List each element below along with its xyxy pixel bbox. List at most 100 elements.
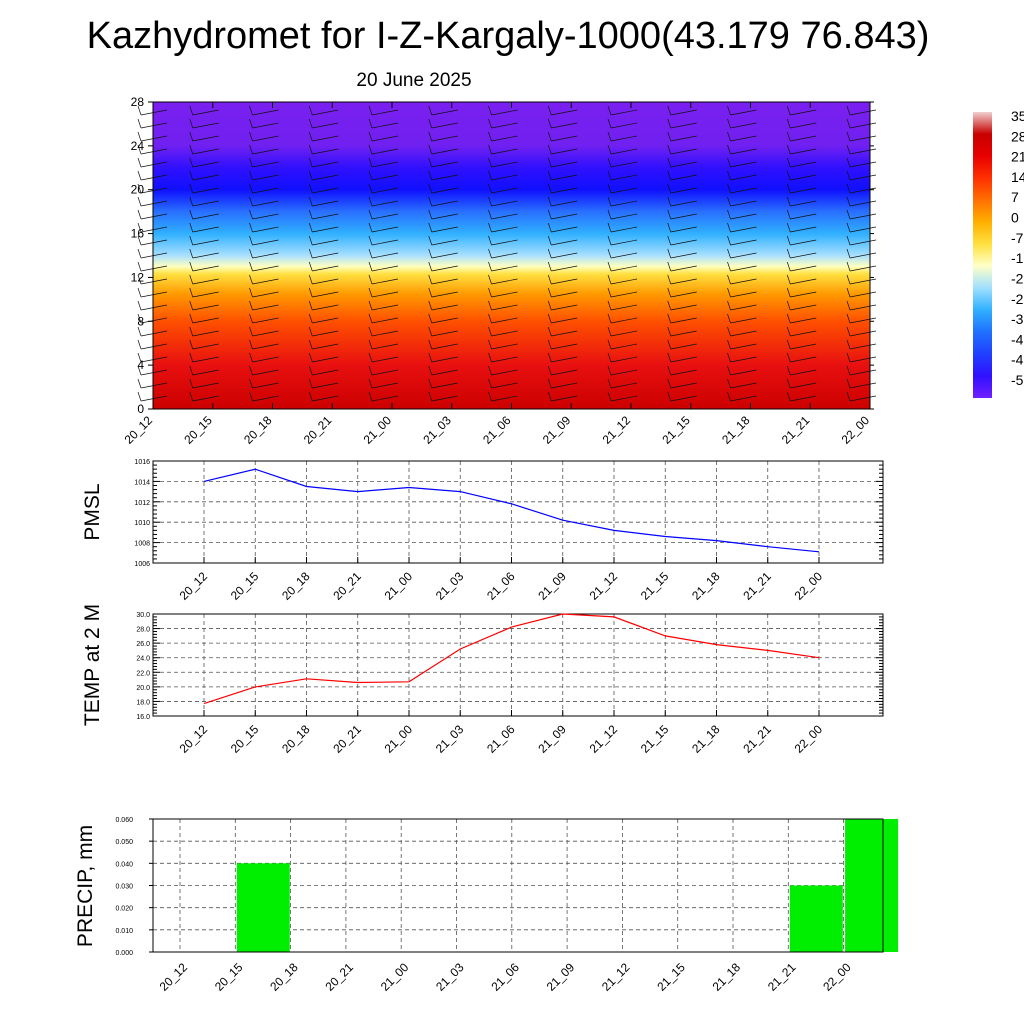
- wind-barb-feather: [786, 378, 791, 389]
- wind-barb-feather: [488, 222, 492, 233]
- wind-barb-feather: [428, 144, 433, 155]
- wind-barb: [491, 213, 518, 220]
- wind-barb-feather: [727, 144, 731, 155]
- wind-barb: [431, 239, 458, 246]
- wind-barb-feather: [249, 378, 253, 389]
- wind-barb: [312, 200, 339, 207]
- wind-barb: [371, 148, 399, 155]
- wind-barb: [312, 304, 339, 311]
- wind-barb: [790, 161, 817, 168]
- wind-barb-feather: [308, 170, 313, 181]
- wind-barb: [491, 109, 518, 116]
- wind-barb-feather: [786, 144, 791, 155]
- y-tick-label: 16.0: [136, 714, 150, 721]
- wind-barb-feather: [607, 274, 612, 285]
- wind-barb: [431, 330, 458, 337]
- wind-barb: [431, 174, 458, 181]
- wind-barb: [252, 356, 279, 363]
- wind-barb: [790, 226, 817, 233]
- wind-barb-feather: [428, 274, 433, 285]
- wind-barb-feather: [488, 261, 492, 272]
- wind-barb: [252, 265, 279, 272]
- wind-barb-feather: [368, 144, 373, 155]
- wind-barb-feather: [249, 209, 253, 220]
- wind-barb-feather: [607, 118, 612, 129]
- wind-barb: [192, 291, 219, 298]
- wind-barb-feather: [308, 391, 313, 402]
- wind-barb-feather: [189, 118, 194, 129]
- precip-bars: [236, 819, 899, 952]
- y-tick-label: 28.0: [136, 627, 150, 634]
- wind-barb: [312, 278, 339, 285]
- wind-barb-feather: [189, 235, 194, 246]
- wind-barb-feather: [547, 287, 552, 298]
- x-tick-label: 21_03: [420, 413, 454, 447]
- wind-barb: [371, 369, 399, 376]
- wind-barb-feather: [667, 196, 672, 207]
- wind-barb-feather: [607, 248, 612, 259]
- wind-barb: [790, 200, 817, 207]
- wind-barb-feather: [308, 339, 313, 350]
- wind-barb: [790, 317, 817, 324]
- wind-barb-feather: [308, 157, 313, 168]
- y-tick-label: 8: [137, 314, 144, 328]
- precip-bar: [789, 885, 843, 952]
- x-tick-label: 20_12: [177, 569, 211, 603]
- wind-barb: [491, 239, 518, 246]
- wind-barb: [551, 187, 578, 194]
- wind-barb-feather: [547, 222, 552, 233]
- x-tick-label: 21_15: [638, 569, 672, 603]
- x-tick-label: 20_12: [177, 722, 211, 756]
- wind-barb: [252, 291, 279, 298]
- wind-barb: [192, 317, 219, 324]
- x-tick-label: 20_12: [157, 960, 191, 994]
- wind-barb-feather: [137, 261, 142, 272]
- wind-barb: [610, 226, 638, 233]
- wind-barb: [730, 174, 757, 181]
- wind-barb-feather: [488, 157, 492, 168]
- wind-barb-feather: [189, 352, 194, 363]
- wind-barb: [849, 200, 877, 207]
- wind-barb-feather: [786, 105, 791, 116]
- wind-barb-feather: [488, 300, 492, 311]
- wind-barb-feather: [488, 118, 492, 129]
- chart-title: Kazhydromet for I-Z-Kargaly-1000(43.179 …: [87, 15, 930, 57]
- wind-barb-feather: [607, 391, 612, 402]
- wind-barb: [670, 317, 697, 324]
- wind-barb: [610, 135, 638, 142]
- wind-barb: [849, 317, 877, 324]
- wind-barb: [192, 343, 219, 350]
- wind-barb-feather: [137, 209, 142, 220]
- wind-barb: [431, 200, 458, 207]
- wind-barb-feather: [607, 365, 612, 376]
- wind-barb-feather: [667, 183, 672, 194]
- x-tick-label: 21_09: [540, 413, 574, 447]
- y-tick-label: 0.050: [115, 839, 133, 846]
- y-tick-label: 1012: [134, 500, 150, 507]
- wind-barb: [140, 200, 168, 207]
- wind-barb-feather: [488, 313, 492, 324]
- wind-barb-feather: [547, 365, 552, 376]
- y-tick-label: 0.040: [115, 861, 133, 868]
- wind-barb-feather: [249, 235, 253, 246]
- wind-barb-feather: [249, 131, 253, 142]
- wind-barb: [140, 291, 168, 298]
- wind-barb-feather: [667, 287, 672, 298]
- wind-barb-feather: [667, 222, 672, 233]
- wind-barb: [849, 291, 877, 298]
- x-tick-label: 20_18: [279, 569, 313, 603]
- wind-barb: [140, 174, 168, 181]
- wind-barb: [610, 252, 638, 259]
- x-tick-label: 20_21: [323, 960, 357, 994]
- x-tick-label: 21_21: [740, 722, 774, 756]
- wind-barb-feather: [368, 339, 373, 350]
- wind-barb-feather: [308, 222, 313, 233]
- wind-barb-feather: [846, 378, 851, 389]
- temp-axis-label: TEMP at 2 M: [81, 604, 104, 726]
- wind-barb-feather: [189, 183, 194, 194]
- wind-barb: [790, 187, 817, 194]
- cross-section-panel: 0 4 8 12 16 20 24 28 20_12 20_15 20_18 20_21 21_00 2…: [122, 95, 877, 447]
- wind-barb: [730, 369, 757, 376]
- wind-barb: [491, 343, 518, 350]
- wind-barb-feather: [428, 118, 433, 129]
